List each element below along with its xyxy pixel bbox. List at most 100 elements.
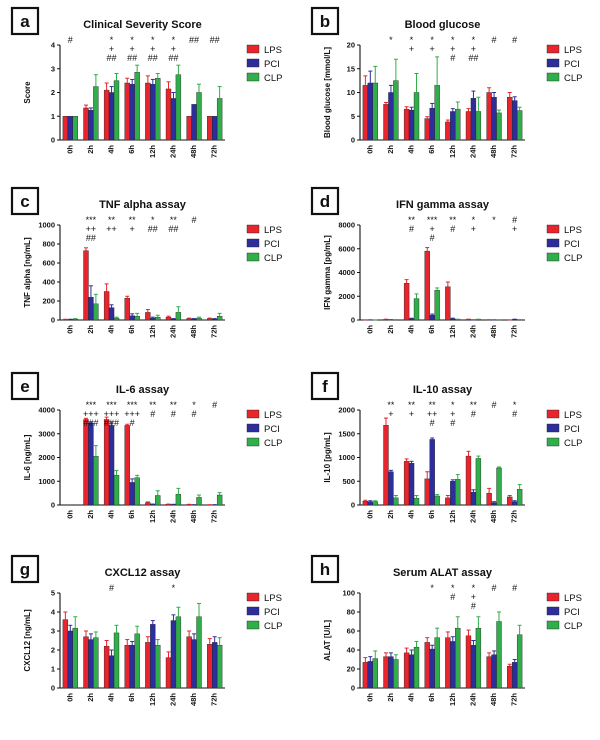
y-axis-label: IL-10 [pg/mL] [323,432,332,483]
y-tick-label: 3 [51,627,55,636]
significance-mark: * [430,583,434,593]
legend-label-clp: CLP [264,438,282,449]
bar-clp [475,627,482,689]
bar-clp [113,317,120,321]
significance-mark: ** [149,400,157,410]
bar-clp [175,312,182,321]
significance-mark: * [410,35,414,45]
bar-pci [212,642,218,689]
bar-clp [516,634,523,689]
x-tick-label: 0h [365,510,374,519]
significance-mark: *** [106,400,117,410]
significance-mark: ## [148,53,158,63]
bar-lps [145,642,151,689]
bar-clp [455,479,461,506]
bar-clp [516,489,523,506]
x-tick-label: 0h [65,325,74,334]
panel-letter: c [20,192,29,211]
bar-clp [72,318,78,321]
x-tick-label: 24h [168,145,177,158]
x-tick-label: 0h [65,145,74,154]
bar-lps [103,645,110,689]
bar-pci [491,97,497,141]
panel-d: d IFN gamma assay IFN gamma [pg/mL] 0 2000 40… [310,186,582,338]
bar-pci [388,92,394,141]
significance-mark: ### [104,418,119,428]
bar-lps [486,492,492,506]
significance-mark: * [151,35,155,45]
panel-letter: a [20,12,30,31]
significance-mark: # [492,400,497,410]
x-tick-label: 4h [107,693,116,702]
bar-lps [507,665,513,689]
bar-lps [165,316,172,321]
y-tick-label: 1 [51,112,55,121]
x-tick-label: 48h [189,145,198,158]
panel-g: g CXCL12 assay CXCL12 [ng/mL] 0 1 2 3 4 5 0h 2h 4h #… [10,554,282,706]
y-tick-label: 4000 [338,268,355,277]
bar-clp [372,658,378,689]
significance-mark: ## [210,35,220,45]
bar-lps [383,104,389,141]
significance-mark: # [512,35,517,45]
x-tick-label: 72h [510,693,519,706]
bar-pci [470,645,477,689]
y-axis-label: TNF alpha [ng/mL] [23,237,32,308]
x-tick-label: 12h [448,693,457,706]
bar-pci [429,439,435,506]
significance-mark: + [430,44,435,54]
bar-pci [150,624,156,689]
x-tick-label: 72h [210,510,219,523]
bar-pci [388,656,394,689]
legend-label-pci: PCI [564,239,580,250]
legend-label-pci: PCI [264,607,280,618]
x-tick-label: 0h [365,693,374,702]
legend-swatch-pci [546,606,560,616]
panel-a: a Clinical Severity Score Score 0 1 2 3 4 0h #2h 4… [10,6,282,158]
legend-label-pci: PCI [564,607,580,618]
significance-mark: + [471,224,476,234]
significance-mark: *** [127,400,138,410]
legend-label-lps: LPS [564,410,582,421]
bar-clp [496,621,502,689]
significance-mark: # [409,224,414,234]
bar-clp [413,298,420,321]
legend-swatch-clp [246,620,260,630]
bar-lps [207,318,213,321]
legend-swatch-pci [546,58,560,68]
significance-mark: +++ [104,409,120,419]
bar-lps [103,419,110,506]
x-tick-label: 12h [148,693,157,706]
bar-pci [512,100,518,141]
bar-clp [434,495,440,506]
significance-mark: +++ [83,409,99,419]
bar-pci [170,318,177,321]
legend-swatch-pci [246,58,260,68]
bar-clp [372,501,378,506]
bar-pci [408,109,415,141]
significance-mark: + [471,592,476,602]
significance-mark: ** [408,215,416,225]
y-axis-label: IL-6 [ng/mL] [23,434,32,480]
legend-swatch-clp [246,252,260,262]
panel-h: h Serum ALAT assay ALAT [U/L] 0 20 40 60 80 100 0… [310,554,582,706]
bar-clp [113,80,120,141]
bar-lps [445,121,451,141]
x-tick-label: 12h [448,510,457,523]
x-tick-label: 4h [407,693,416,702]
panel-letter-box [310,6,340,36]
y-tick-label: 0 [351,316,355,325]
bar-pci [450,481,456,506]
legend-swatch-lps [246,224,260,234]
panel-letter-box [310,554,340,584]
bar-pci [150,317,156,321]
y-tick-label: 1500 [338,429,355,438]
significance-mark: # [450,592,455,602]
bar-clp [72,116,78,141]
x-tick-label: 24h [468,510,477,523]
x-tick-label: 2h [386,325,395,334]
y-tick-label: 1000 [38,221,55,230]
y-tick-label: 100 [342,589,355,598]
bar-clp [155,316,161,321]
y-axis-label: Blood glucose [mmol/L] [323,47,332,138]
